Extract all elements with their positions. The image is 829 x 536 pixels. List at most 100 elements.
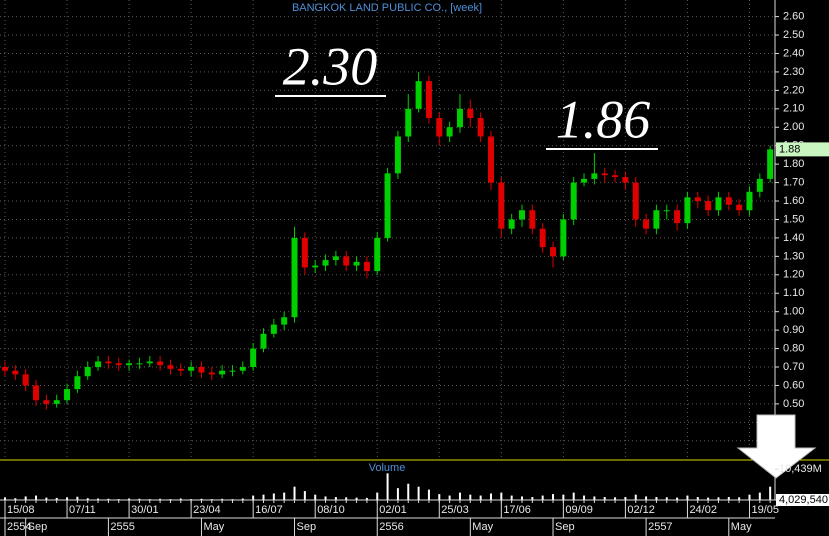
chart-title: BANGKOK LAND PUBLIC CO., [week] bbox=[292, 2, 482, 14]
candle-body bbox=[281, 317, 288, 325]
volume-label: Volume bbox=[369, 462, 406, 474]
period-label: Sep bbox=[555, 521, 575, 533]
volume-bar bbox=[293, 486, 296, 500]
y-tick-label: 0.60 bbox=[783, 379, 804, 391]
x-tick-label: 16/07 bbox=[255, 504, 283, 516]
candle-body bbox=[684, 197, 691, 224]
candle-body bbox=[250, 348, 257, 368]
candle-body bbox=[208, 372, 215, 375]
volume-bar bbox=[86, 498, 89, 500]
volume-bar bbox=[665, 497, 668, 500]
volume-bar bbox=[200, 498, 203, 500]
volume-bar bbox=[521, 496, 523, 500]
candle-body bbox=[126, 363, 133, 366]
candle-body bbox=[467, 108, 474, 119]
candle-body bbox=[539, 228, 546, 248]
y-tick-label: 2.30 bbox=[783, 66, 804, 78]
candle-body bbox=[84, 367, 91, 377]
volume-bar bbox=[448, 495, 451, 500]
candle-body bbox=[756, 178, 763, 192]
candle-body bbox=[694, 197, 701, 202]
candle-body bbox=[374, 237, 381, 272]
x-tick-label: 02/01 bbox=[379, 504, 407, 516]
volume-bar bbox=[355, 497, 358, 500]
y-tick-label: 2.60 bbox=[783, 11, 804, 23]
volume-bar bbox=[365, 497, 368, 500]
volume-bar bbox=[531, 497, 534, 500]
candle-body bbox=[560, 219, 567, 257]
x-tick-label: 23/04 bbox=[193, 504, 221, 516]
candle-body bbox=[260, 333, 267, 349]
candle-body bbox=[425, 81, 432, 119]
candle-body bbox=[198, 367, 205, 373]
overlay: 1.88 10,439M 4,029,540 bbox=[736, 16, 829, 506]
volume-bar bbox=[407, 483, 410, 500]
volume-bar bbox=[417, 486, 420, 500]
x-tick-label: 09/09 bbox=[565, 504, 593, 516]
volume-bar bbox=[686, 495, 689, 500]
y-tick-label: 1.40 bbox=[783, 232, 804, 244]
x-tick-label: 15/08 bbox=[7, 504, 35, 516]
candle-body bbox=[301, 237, 308, 268]
y-tick-label: 2.10 bbox=[783, 103, 804, 115]
candle-body bbox=[115, 363, 122, 366]
y-tick-label: 2.20 bbox=[783, 84, 804, 96]
volume-bar bbox=[438, 494, 441, 500]
volume-bar bbox=[427, 489, 430, 500]
arrow-icon bbox=[736, 414, 817, 479]
candle-body bbox=[136, 363, 143, 365]
candle-body bbox=[612, 175, 619, 178]
candle-body bbox=[353, 261, 360, 266]
candle-body bbox=[405, 108, 412, 137]
volume-bar bbox=[128, 498, 131, 500]
period-label: 2557 bbox=[648, 521, 672, 533]
volume-bar bbox=[66, 497, 69, 500]
period-label: Sep bbox=[28, 521, 48, 533]
volume-bar bbox=[221, 498, 224, 500]
candle-body bbox=[219, 370, 226, 375]
y2-tick-label: 10,439M bbox=[779, 463, 822, 475]
candle-body bbox=[74, 376, 81, 390]
volume-bar bbox=[510, 495, 513, 500]
candle-body bbox=[436, 118, 443, 137]
annotation: 2.30 bbox=[283, 36, 378, 96]
y-tick-label: 2.40 bbox=[783, 47, 804, 59]
x-tick-label: 17/06 bbox=[503, 504, 531, 516]
volume-bar bbox=[4, 497, 6, 500]
candle-body bbox=[146, 361, 153, 364]
y-tick-label: 0.90 bbox=[783, 324, 804, 336]
volume-bar bbox=[603, 497, 606, 500]
candle-body bbox=[64, 389, 71, 401]
volume-bar bbox=[572, 492, 575, 500]
y-tick-label: 2.00 bbox=[783, 121, 804, 133]
y-tick-label: 1.50 bbox=[783, 213, 804, 225]
period-label: 2556 bbox=[379, 521, 403, 533]
candle-body bbox=[229, 370, 236, 372]
candle-body bbox=[53, 400, 60, 404]
volume-bar bbox=[458, 492, 461, 500]
volume-bar bbox=[303, 491, 306, 500]
candle-body bbox=[705, 201, 712, 211]
volume-bar bbox=[334, 497, 337, 500]
grid-layer bbox=[0, 0, 775, 460]
y2-label-box bbox=[776, 493, 829, 506]
candle-body bbox=[2, 367, 8, 371]
volume-bar bbox=[179, 498, 182, 500]
period-label: May bbox=[472, 521, 493, 533]
candle-body bbox=[415, 81, 422, 109]
x-tick-label: 19/05 bbox=[751, 504, 779, 516]
y-tick-label: 0.50 bbox=[783, 398, 804, 410]
y2-tick-label: 4,029,540 bbox=[779, 494, 828, 506]
candle-body bbox=[343, 256, 350, 266]
candle-body bbox=[477, 118, 484, 137]
volume-bar bbox=[376, 492, 379, 500]
y-tick-label: 1.00 bbox=[783, 306, 804, 318]
y-tick-label: 0.80 bbox=[783, 342, 804, 354]
volume-bar bbox=[345, 497, 348, 500]
x-tick-label: 07/11 bbox=[69, 504, 96, 516]
volume-bar bbox=[489, 493, 492, 500]
volume-bar bbox=[500, 492, 503, 500]
volume-bar bbox=[748, 494, 751, 500]
candle-body bbox=[167, 365, 174, 369]
y-tick-label: 1.80 bbox=[783, 158, 804, 170]
